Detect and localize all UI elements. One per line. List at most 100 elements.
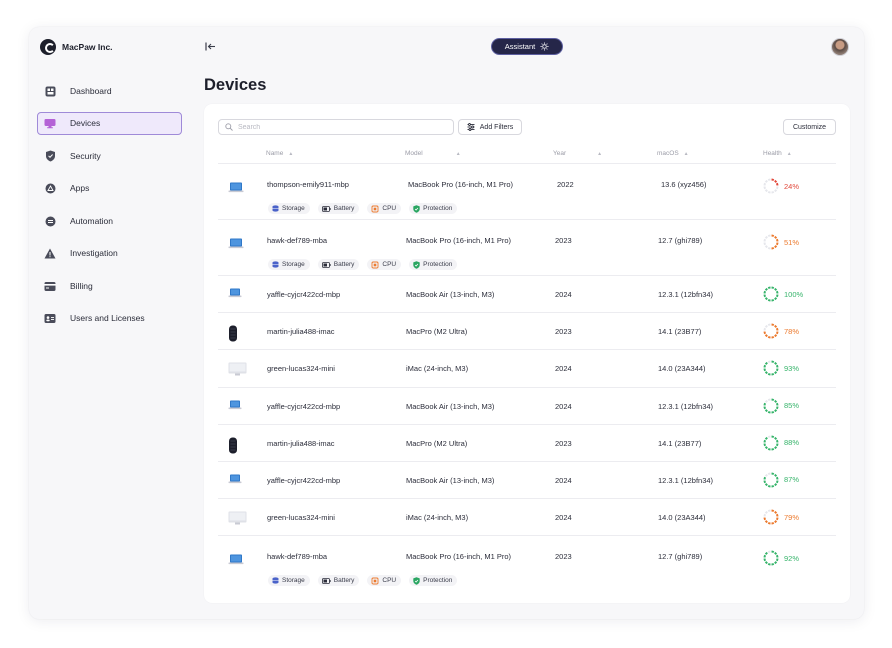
health-value: 78% <box>784 326 800 336</box>
devices-card: Add Filters Customize Name▲ Model▲ Year▲… <box>204 104 850 603</box>
component-tags: Storage Battery CPU Protection <box>268 203 458 214</box>
sidebar-item-security[interactable]: Security <box>37 144 182 167</box>
health-ring-icon <box>763 234 779 250</box>
health-ring-icon <box>763 509 779 525</box>
assistant-button[interactable]: Assistant <box>491 38 563 55</box>
device-name[interactable]: yaffle-cyjcr422cd-mbp <box>267 290 341 299</box>
table-row[interactable]: green-lucas324-mini iMac (24-inch, M3) 202… <box>218 350 836 388</box>
device-year: 2023 <box>555 552 572 562</box>
tag-protection[interactable]: Protection <box>409 575 458 587</box>
search-input[interactable] <box>238 123 438 131</box>
device-name[interactable]: thompson-emily911-mbp <box>267 180 349 189</box>
table-row[interactable]: hawk-def789-mba MacBook Pro (16-inch, M1 … <box>218 536 836 592</box>
column-model[interactable]: Model ▲ <box>405 150 461 157</box>
filter-icon <box>467 123 475 131</box>
tag-battery[interactable]: Battery <box>317 575 360 587</box>
sidebar-item-label: Automation <box>70 215 113 226</box>
device-name[interactable]: yaffle-cyjcr422cd-mbp <box>267 401 341 411</box>
device-name[interactable]: yaffle-cyjcr422cd-mbp <box>267 475 341 485</box>
page-title: Devices <box>204 76 267 94</box>
health-ring-icon <box>763 550 779 566</box>
table-row[interactable]: martin-julia488-imac MacPro (M2 Ultra) 202… <box>218 313 836 351</box>
sidebar-item-label: Investigation <box>70 248 118 258</box>
tag-battery[interactable]: Battery <box>317 259 360 270</box>
sidebar-item-dashboard[interactable]: Dashboard <box>37 79 182 102</box>
device-macos: 14.1 (23B77) <box>658 438 702 448</box>
mac-pro-icon <box>228 437 238 456</box>
table-row[interactable]: thompson-emily911-mbp MacBook Pro (16-inc… <box>218 164 836 220</box>
collapse-sidebar-button[interactable] <box>205 40 217 52</box>
sidebar-item-label: Billing <box>70 280 93 291</box>
table-header: Name ▲ Model ▲ Year ▲ macOS ▲ Health ▲ <box>218 144 836 164</box>
tag-battery[interactable]: Battery <box>317 203 360 214</box>
brand[interactable]: MacPaw Inc. <box>40 39 113 55</box>
column-name[interactable]: Name ▲ <box>266 150 294 157</box>
sort-icon: ▲ <box>288 150 294 157</box>
device-year: 2023 <box>555 236 572 245</box>
device-name[interactable]: hawk-def789-mba <box>267 552 328 562</box>
battery-icon <box>321 205 331 212</box>
user-avatar[interactable] <box>831 38 849 56</box>
device-name[interactable]: green-lucas324-mini <box>267 513 335 523</box>
health-indicator: 88% <box>763 435 799 451</box>
search-box[interactable] <box>218 119 454 135</box>
device-name[interactable]: hawk-def789-mba <box>267 236 328 245</box>
table-row[interactable]: yaffle-cyjcr422cd-mbp MacBook Air (13-inc… <box>218 462 836 500</box>
device-name[interactable]: martin-julia488-imac <box>267 327 335 337</box>
assistant-label: Assistant <box>504 42 536 51</box>
customize-button[interactable]: Customize <box>783 119 836 135</box>
device-macos: 14.0 (23A344) <box>658 364 706 374</box>
sidebar-item-devices[interactable]: Devices <box>37 111 182 135</box>
billing-icon <box>44 280 56 292</box>
sidebar-item-billing[interactable]: Billing <box>37 274 182 297</box>
tag-protection[interactable]: Protection <box>409 203 458 214</box>
table-row[interactable]: yaffle-cyjcr422cd-mbp MacBook Air (13-inc… <box>218 388 836 425</box>
search-icon <box>225 123 233 131</box>
column-year[interactable]: Year ▲ <box>553 150 603 157</box>
sidebar-item-label: Users and Licenses <box>70 313 145 323</box>
tag-storage[interactable]: Storage <box>268 203 310 214</box>
table-row[interactable]: yaffle-cyjcr422cd-mbp MacBook Air (13-inc… <box>218 276 836 314</box>
table-row[interactable]: hawk-def789-mba MacBook Pro (16-inch, M1 … <box>218 220 836 276</box>
device-macos: 12.7 (ghi789) <box>658 236 703 245</box>
laptop-icon <box>228 288 242 300</box>
sidebar-item-users-and-licenses[interactable]: Users and Licenses <box>37 307 182 330</box>
tag-storage[interactable]: Storage <box>268 575 310 587</box>
battery-icon <box>321 261 331 268</box>
imac-icon <box>228 511 247 528</box>
health-indicator: 24% <box>763 178 799 194</box>
table-row[interactable]: martin-julia488-imac MacPro (M2 Ultra) 202… <box>218 425 836 462</box>
add-filters-button[interactable]: Add Filters <box>458 119 522 135</box>
tag-cpu[interactable]: CPU <box>367 259 402 270</box>
sidebar: Dashboard Devices Security Apps Automation In… <box>37 79 182 339</box>
device-year: 2024 <box>555 401 572 411</box>
sort-icon: ▲ <box>455 150 461 157</box>
device-model: MacBook Air (13-inch, M3) <box>406 290 495 299</box>
device-macos: 12.3.1 (12bfn34) <box>658 401 714 411</box>
table-row[interactable]: green-lucas324-mini iMac (24-inch, M3) 202… <box>218 499 836 537</box>
tag-cpu[interactable]: CPU <box>367 575 402 587</box>
tag-storage[interactable]: Storage <box>268 259 310 270</box>
column-health[interactable]: Health ▲ <box>763 150 792 157</box>
laptop-icon <box>228 182 244 195</box>
tag-protection[interactable]: Protection <box>409 259 458 270</box>
mac-pro-icon <box>228 325 238 344</box>
device-name[interactable]: green-lucas324-mini <box>267 364 335 374</box>
column-macos[interactable]: macOS ▲ <box>657 150 689 157</box>
health-indicator: 87% <box>763 472 799 488</box>
health-indicator: 78% <box>763 323 799 339</box>
health-value: 93% <box>784 363 800 373</box>
storage-icon <box>272 205 279 212</box>
tag-cpu[interactable]: CPU <box>367 203 402 214</box>
sidebar-item-investigation[interactable]: Investigation <box>37 242 182 265</box>
sidebar-item-automation[interactable]: Automation <box>37 209 182 232</box>
device-name[interactable]: martin-julia488-imac <box>267 438 335 448</box>
device-model: iMac (24-inch, M3) <box>406 513 469 523</box>
sort-icon: ▲ <box>683 150 689 157</box>
sidebar-item-apps[interactable]: Apps <box>37 177 182 200</box>
sidebar-item-label: Dashboard <box>70 85 112 96</box>
macpaw-logo-icon <box>40 39 56 55</box>
device-model: MacBook Pro (16-inch, M1 Pro) <box>408 180 514 189</box>
health-ring-icon <box>763 178 779 194</box>
device-model: MacBook Air (13-inch, M3) <box>406 401 495 411</box>
